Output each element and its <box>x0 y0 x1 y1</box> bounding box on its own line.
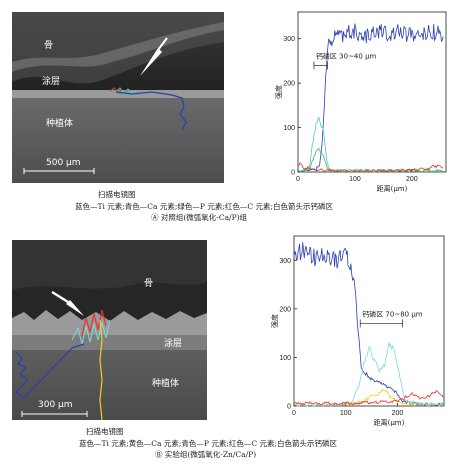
plot-frame <box>293 235 445 407</box>
sem-image-a-drawing <box>12 12 224 183</box>
panel-title-a: Ⓐ 对照组(微弧氧化-Ca/P)组 <box>151 213 248 222</box>
y-axis-label: 强度 <box>274 85 283 99</box>
sem-scalebar-label: 300 μm <box>38 400 73 410</box>
y-tick-label: 300 <box>283 36 295 43</box>
sem-image-b: 骨 涂层 种植体 300 μm <box>12 240 207 420</box>
legend-line-a: 蓝色—Ti 元素;青色—Ca 元素;绿色—P 元素;红色—C 元素;白色箭头示钙… <box>75 202 334 211</box>
line-chart-b: 0 100 200 300 0 100 200 强度 距离(μm) 钙磷区 70~80 μm <box>250 230 455 426</box>
y-tick-label: 100 <box>283 125 295 132</box>
sem-image-b-drawing <box>12 240 207 420</box>
y-tick-label: 200 <box>279 306 291 313</box>
series-line-c <box>298 162 444 173</box>
sem-label-coating: 涂层 <box>164 339 183 349</box>
sem-label-coating: 涂层 <box>42 77 61 87</box>
sem-caption-a: 扫描电镜图 <box>98 190 136 199</box>
y-tick-label: 100 <box>279 355 291 362</box>
sem-label-bone: 骨 <box>144 279 154 289</box>
sem-label-implant: 种植体 <box>152 379 180 389</box>
x-tick-label: 0 <box>296 176 300 183</box>
panel-a: 骨 涂层 种植体 500 μm 扫描电镜图 0 100 200 300 0 100 200 强… <box>0 0 458 230</box>
x-tick-label: 100 <box>340 410 352 417</box>
sem-label-implant: 种植体 <box>46 119 74 129</box>
x-tick-label: 200 <box>406 176 418 183</box>
series-line-p <box>293 342 444 407</box>
x-axis-label: 距离(μm) <box>374 418 405 426</box>
series-line-c <box>294 390 444 406</box>
series-line-ti <box>297 23 444 173</box>
panel-title-b: Ⓑ 实验组(微弧氧化-Zn/Ca/P) <box>155 450 257 459</box>
sem-scalebar-label: 500 μm <box>46 158 81 168</box>
sem-image-a: 骨 涂层 种植体 500 μm <box>12 12 224 183</box>
annotation-text: 钙磷区 70~80 μm <box>362 309 423 318</box>
x-tick-label: 200 <box>392 410 404 417</box>
y-tick-label: 200 <box>283 81 295 88</box>
x-axis-label: 距离(μm) <box>377 184 408 193</box>
series-line-ti <box>293 242 444 407</box>
x-tick-label: 100 <box>349 176 361 183</box>
y-tick-label: 300 <box>279 258 291 265</box>
annotation-text: 钙磷区 30~40 μm <box>316 51 377 60</box>
panel-b: 骨 涂层 种植体 300 μm 扫描电镜图 0 100 200 300 0 100 200 强… <box>0 230 458 464</box>
line-chart-a: 0 100 200 300 0 100 200 强度 距离(μm) 钙磷区 30~40 μm <box>250 0 455 200</box>
legend-line-b: 蓝色—Ti 元素;黄色—Ca 元素;青色—P 元素;红色—C 元素;白色箭头示钙… <box>79 439 338 448</box>
y-axis-label: 强度 <box>270 314 279 328</box>
y-tick-label: 0 <box>287 404 291 411</box>
y-tick-label: 0 <box>291 170 295 177</box>
sem-label-bone: 骨 <box>44 41 54 51</box>
sem-caption-b: 扫描电镜图 <box>86 427 124 436</box>
x-tick-label: 0 <box>292 410 296 417</box>
